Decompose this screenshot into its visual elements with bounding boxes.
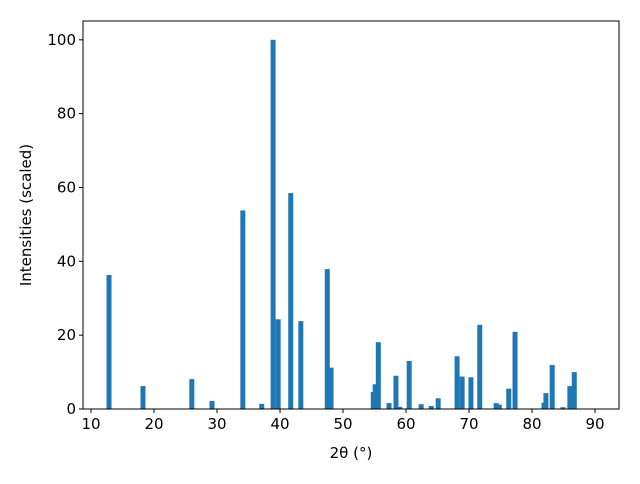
bar (418, 404, 424, 409)
x-tick-label: 80 (523, 415, 542, 433)
x-tick-label: 90 (586, 415, 605, 433)
x-tick-label: 20 (144, 415, 163, 433)
x-tick-label: 40 (270, 415, 289, 433)
bar (375, 342, 381, 409)
bar (189, 379, 195, 409)
x-axis-label: 2θ (°) (330, 444, 373, 462)
y-tick-label: 60 (57, 178, 76, 196)
bar (549, 365, 555, 409)
bar (571, 372, 577, 409)
bar (270, 39, 276, 409)
bar (288, 193, 294, 409)
bar (298, 321, 304, 409)
plot-frame (82, 20, 620, 410)
bar (386, 403, 392, 409)
bar (567, 386, 573, 409)
bar (406, 361, 412, 409)
y-axis-label: Intensities (scaled) (17, 144, 35, 286)
bar (259, 403, 265, 409)
bar (240, 210, 246, 409)
bar (393, 375, 399, 409)
bar (372, 384, 378, 409)
bar (506, 388, 512, 409)
bar (468, 377, 474, 409)
bar (428, 406, 434, 409)
x-tick-label: 60 (396, 415, 415, 433)
y-tick-label: 20 (57, 326, 76, 344)
y-tick-label: 0 (66, 400, 76, 418)
y-tick-label: 80 (57, 105, 76, 123)
bar (496, 404, 502, 409)
bar (454, 356, 460, 409)
x-tick-label: 10 (81, 415, 100, 433)
x-tick-label: 50 (333, 415, 352, 433)
x-tick-label: 70 (459, 415, 478, 433)
bar (328, 367, 334, 409)
bar (459, 376, 465, 409)
bar (543, 393, 549, 409)
bar (209, 400, 215, 409)
bar (106, 274, 112, 409)
bar (477, 324, 483, 409)
x-tick-label: 30 (207, 415, 226, 433)
bar (324, 269, 330, 409)
bar (397, 406, 403, 409)
y-tick-label: 40 (57, 252, 76, 270)
bar (435, 398, 441, 409)
y-tick-label: 100 (47, 31, 76, 49)
bar (560, 407, 566, 409)
bar (275, 319, 281, 409)
bar (140, 386, 146, 409)
bar (493, 403, 499, 409)
bar (512, 331, 518, 409)
